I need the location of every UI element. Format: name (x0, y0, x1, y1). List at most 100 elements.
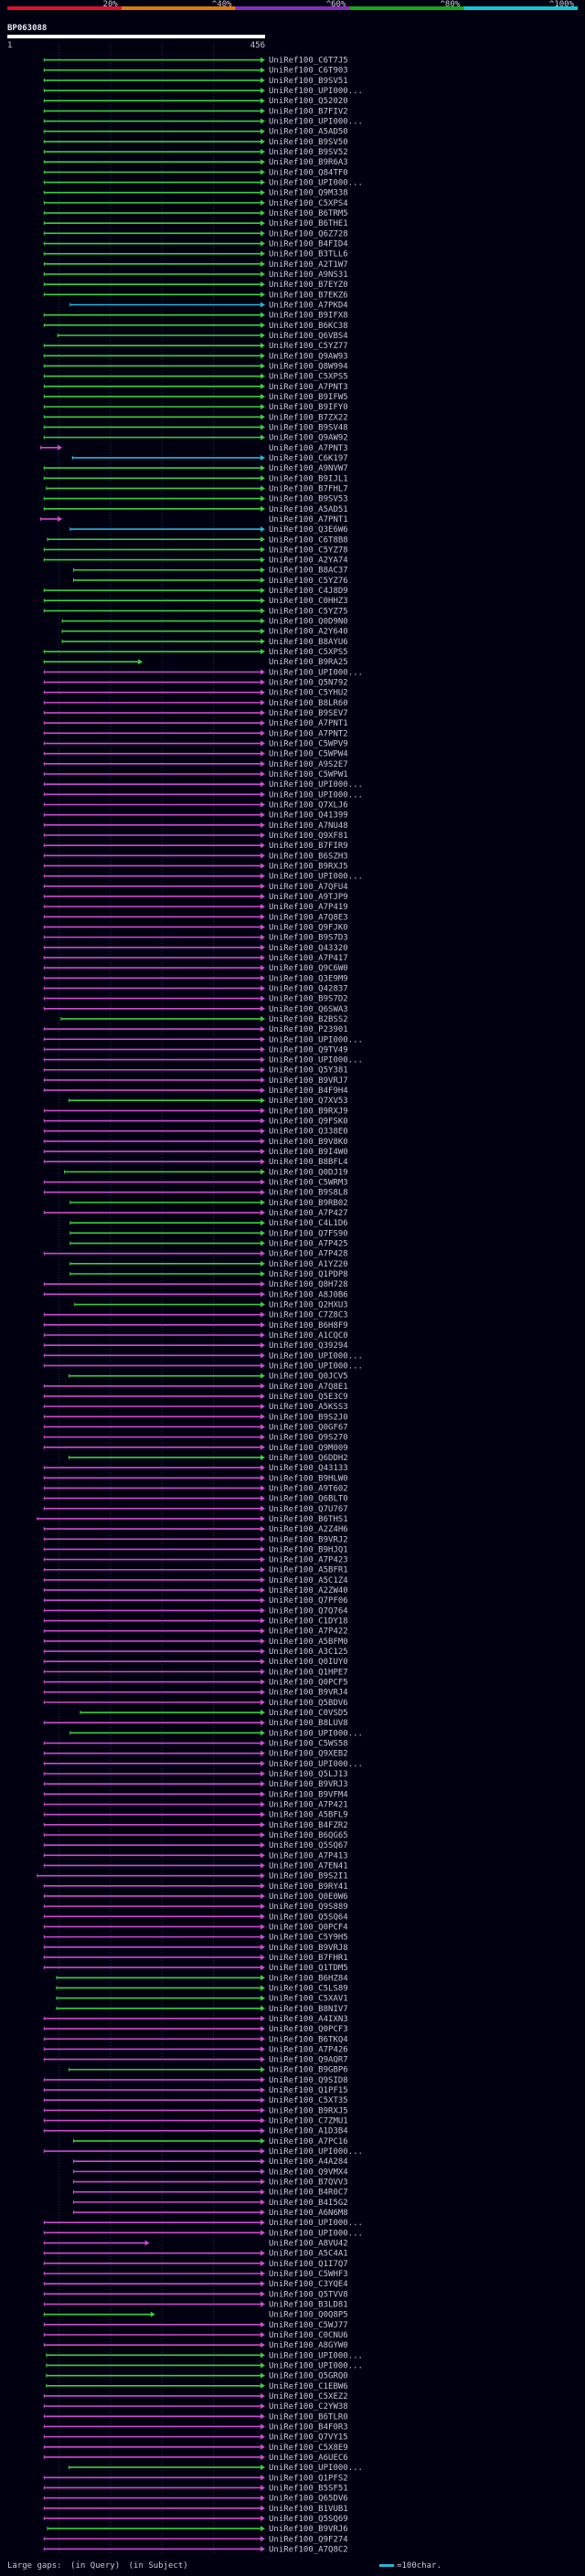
hit-row: UniRef100_C5WRM3 (43, 1179, 348, 1188)
hit-arrow-icon (261, 343, 265, 349)
hit-label: UniRef100_Q6SWA3 (269, 1005, 348, 1014)
hit-row: UniRef100_B6H8F9 (43, 1321, 348, 1330)
hit-row: UniRef100_B8NIV7 (56, 2005, 348, 2014)
hit-arrow-icon (261, 475, 265, 482)
hit-label: UniRef100_B9RB02 (269, 1199, 348, 1208)
hit-arrow-icon (261, 1118, 265, 1124)
hit-label: UniRef100_Q84TF0 (269, 168, 348, 177)
hit-label: UniRef100_A2ZW40 (269, 1586, 348, 1595)
hit-arrow-icon (261, 1393, 265, 1399)
hit-row: UniRef100_A9T602 (43, 1484, 348, 1493)
hit-arrow-icon (261, 1842, 265, 1849)
hit-row: UniRef100_Q0PCF4 (43, 1923, 348, 1932)
hit-row: UniRef100_B7EYZ0 (43, 281, 348, 290)
hit-arrow-icon (261, 2260, 265, 2266)
hit-arrow-icon (261, 1342, 265, 1349)
hit-label: UniRef100_B9VRJ8 (269, 1944, 348, 1953)
hit-arrow-icon (261, 883, 265, 889)
hit-arrow-icon (261, 1831, 265, 1838)
hit-row: UniRef100_C5WPW1 (43, 770, 348, 779)
hit-row: UniRef100_A6UEC6 (43, 2454, 348, 2463)
hit-row: UniRef100_C5XPS5 (43, 373, 348, 382)
hit-arrow-icon (261, 536, 265, 543)
hit-row: UniRef100_B9RY41 (43, 1882, 348, 1892)
hit-arrow-icon (261, 1087, 265, 1094)
hit-label: UniRef100_Q9AW93 (269, 352, 348, 361)
hit-label: UniRef100_B9HLW0 (269, 1474, 348, 1483)
hit-row: UniRef100_Q43133 (43, 1464, 348, 1473)
hit-row: UniRef100_C4L1D6 (69, 1219, 348, 1228)
hit-row: UniRef100_C5XT35 (43, 2096, 348, 2105)
hit-arrow-icon (261, 2413, 265, 2420)
hit-label: UniRef100_A7P426 (269, 2045, 348, 2054)
hit-label: UniRef100_UPI000... (269, 1352, 363, 1361)
hit-arrow-icon (261, 1475, 265, 1481)
hit-arrow-icon (261, 312, 265, 318)
hit-label: UniRef100_Q0IUY0 (269, 1658, 348, 1667)
hit-label: UniRef100_A7Q8C2 (269, 2545, 348, 2554)
hit-arrow-icon (261, 240, 265, 247)
hit-row: UniRef100_Q9XF81 (43, 832, 348, 841)
hit-arrow-icon (261, 1434, 265, 1440)
hit-label: UniRef100_B7EKZ6 (269, 291, 348, 300)
hit-row: UniRef100_C0CNU6 (43, 2331, 348, 2340)
hit-row: UniRef100_B9HJQ1 (43, 1545, 348, 1554)
hit-arrow-icon (261, 2454, 265, 2460)
hit-label: UniRef100_B9IFY0 (269, 403, 348, 412)
hit-label: UniRef100_UPI000... (269, 1760, 363, 1769)
hit-label: UniRef100_B9RXJ9 (269, 1107, 348, 1116)
hit-arrow-icon (261, 2352, 265, 2359)
hit-label: UniRef100_B9VRJ7 (269, 1076, 348, 1086)
hit-label: UniRef100_B9R6A3 (269, 158, 348, 167)
hit-arrow-icon (261, 1515, 265, 1521)
hit-row: UniRef100_A5BFR1 (43, 1566, 348, 1575)
hit-row: UniRef100_C5XPS5 (43, 648, 348, 657)
hit-label: UniRef100_B8BFL4 (269, 1158, 348, 1167)
hit-arrow-icon (261, 465, 265, 472)
hit-row: UniRef100_Q6VBS4 (57, 332, 348, 341)
hit-arrow-icon (261, 526, 265, 533)
hit-label: UniRef100_A5BFL9 (269, 1811, 348, 1820)
hit-arrow-icon (261, 2403, 265, 2410)
hit-label: UniRef100_A2YA74 (269, 557, 348, 566)
hit-label: UniRef100_Q3E9M9 (269, 974, 348, 983)
hit-row: UniRef100_Q6Z728 (43, 229, 348, 239)
hit-row: UniRef100_C6T903 (43, 67, 348, 76)
hit-label: UniRef100_A1YZ20 (269, 1260, 348, 1269)
hit-row: UniRef100_Q0Q8P5 (43, 2311, 348, 2320)
hit-row: UniRef100_Q9C6W0 (43, 964, 348, 973)
hit-arrow-icon (261, 332, 265, 338)
hit-label: UniRef100_Q5Y381 (269, 1066, 348, 1076)
hit-label: UniRef100_C4J8D9 (269, 587, 348, 596)
hit-label: UniRef100_A5BFR1 (269, 1566, 348, 1575)
hit-label: UniRef100_Q5SQ69 (269, 2515, 348, 2524)
hit-arrow-icon (261, 1301, 265, 1308)
hit-label: UniRef100_A7EN41 (269, 1861, 348, 1871)
hit-row: UniRef100_Q9FSK0 (43, 1118, 348, 1127)
hit-label: UniRef100_Q65DV6 (269, 2495, 348, 2504)
hit-label: UniRef100_B2BSS2 (269, 1015, 348, 1024)
hit-arrow-icon (261, 1566, 265, 1573)
hit-label: UniRef100_Q9FSK0 (269, 1118, 348, 1127)
hit-arrow-icon (261, 2210, 265, 2216)
hit-arrow-icon (261, 1056, 265, 1063)
hit-row: UniRef100_B9VFM4 (43, 1790, 348, 1799)
hit-row: UniRef100_Q0JCV5 (69, 1373, 348, 1382)
hit-label: UniRef100_Q6DDH2 (269, 1454, 348, 1463)
hit-arrow-icon (261, 1352, 265, 1359)
hit-arrow-icon (261, 995, 265, 1002)
hit-arrow-icon (261, 1321, 265, 1328)
hit-label: UniRef100_Q338E0 (269, 1128, 348, 1137)
hit-label: UniRef100_B7FHL7 (269, 484, 348, 493)
hit-label: UniRef100_Q9VMX4 (269, 2168, 348, 2177)
hit-label: UniRef100_B8NIV7 (269, 2005, 348, 2014)
hit-arrow-icon (261, 281, 265, 288)
hit-label: UniRef100_B5SF51 (269, 2484, 348, 2493)
hit-row: UniRef100_A4IXN3 (43, 2015, 348, 2024)
hit-arrow-icon (261, 1597, 265, 1604)
hit-row: UniRef100_Q6SWA3 (43, 1005, 348, 1014)
hit-arrow-icon (261, 1331, 265, 1338)
hit-arrow-icon (261, 1862, 265, 1869)
hit-row: UniRef100_UPI000... (43, 1362, 363, 1371)
